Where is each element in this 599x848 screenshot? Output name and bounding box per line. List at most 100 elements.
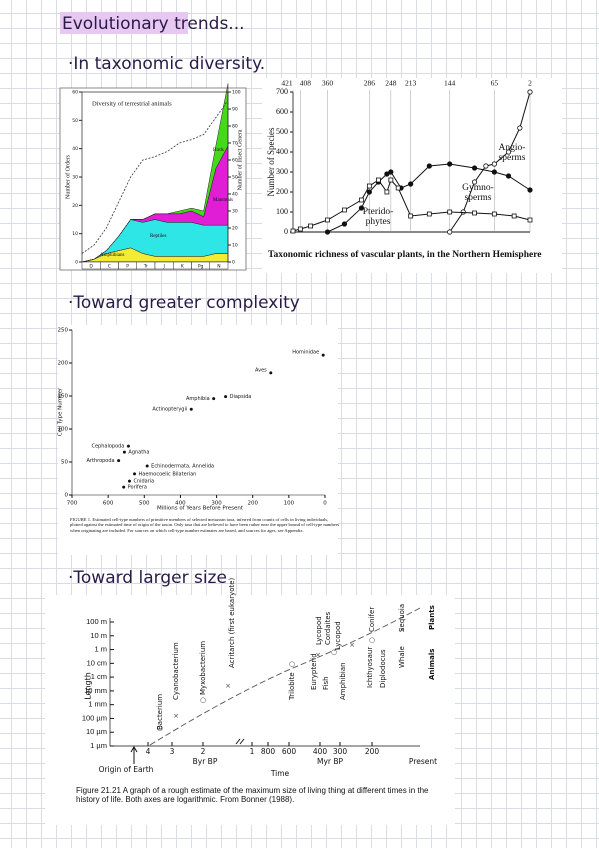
point-label: Actinopterygii [152, 407, 187, 413]
x-tick-label: 144 [444, 79, 456, 88]
y-tick-label: 0 [75, 260, 78, 266]
y-tick-label: 10 [72, 231, 78, 237]
organism-label: Sequoia [398, 604, 406, 632]
x-tick-label: 408 [300, 79, 312, 88]
y-tick-label: 250 [58, 328, 69, 334]
marker [426, 211, 432, 217]
x-tick-label: 400 [313, 747, 328, 756]
data-point [133, 472, 137, 476]
plants-caption: Taxonomic richness of vascular plants, i… [268, 250, 542, 260]
y-tick-label: 200 [58, 361, 69, 367]
marker [388, 169, 394, 175]
y-tick-label: 10 m [90, 631, 107, 640]
y2-tick-label: 10 [232, 243, 238, 249]
organism-label: Diplodocus [379, 649, 387, 688]
marker [359, 197, 364, 203]
y-tick-label: 40 [72, 146, 78, 152]
y-tick-label: 0 [65, 493, 69, 499]
marker [324, 229, 331, 235]
y-axis-label: Cell Type Number [58, 387, 64, 436]
y-tick-label: 10 µm [86, 727, 107, 736]
y2-tick-label: 50 [232, 175, 238, 181]
point-label: Porifera [128, 485, 147, 491]
organism-label: Fish [322, 676, 330, 690]
y-tick-label: 600 [276, 107, 288, 116]
data-point [127, 479, 131, 483]
marker [341, 221, 348, 227]
y-tick-label: 10 mm [84, 686, 107, 695]
point-marker: ○ [157, 724, 163, 732]
section-heading: ·Toward greater complexity [68, 293, 300, 313]
marker [491, 169, 497, 175]
period-label: N [217, 263, 220, 269]
series-label: sperms [465, 193, 492, 203]
origin-arrow [130, 746, 138, 764]
marker [384, 189, 390, 195]
organism-label: Lycopod [315, 616, 323, 645]
marker [471, 165, 478, 171]
y-tick-label: 50 [61, 460, 68, 466]
marker [290, 228, 296, 234]
point-label: Haemocoelic Bilaterian [139, 471, 197, 477]
organism-label: Eurypterid [310, 653, 318, 690]
series-line [292, 179, 531, 232]
insect-line [81, 100, 229, 254]
marker [366, 189, 372, 195]
y-tick-label: 100 [58, 427, 69, 433]
marker [511, 213, 517, 219]
period-label: J [162, 263, 164, 269]
x-axis-label: Time [270, 769, 290, 778]
marker [308, 223, 313, 229]
marker [527, 187, 533, 193]
x-tick-label: 300 [333, 747, 348, 756]
x-tick-label: 65 [491, 79, 499, 88]
y-tick-label: 1 mm [88, 700, 107, 709]
y-axis-label: Number of Orders [64, 154, 71, 199]
marker [505, 149, 512, 155]
section-heading: ·In taxonomic diversity. [68, 54, 265, 74]
x-tick-label: 2 [528, 79, 532, 88]
x-tick-label: 1 [250, 747, 255, 756]
point-marker: × [173, 712, 179, 720]
period-label: C [108, 263, 111, 269]
marker [426, 163, 432, 169]
marker [325, 217, 330, 223]
point-label: Amphibia [186, 396, 210, 402]
period-label: P [126, 263, 129, 269]
point-marker: ○ [200, 696, 206, 704]
marker [471, 179, 478, 185]
y-tick-label: 60 [72, 90, 78, 96]
organism-label: Whale [398, 646, 406, 668]
marker [384, 171, 390, 177]
x-tick-label: 248 [385, 79, 397, 88]
point-marker: × [399, 626, 405, 634]
point-label: Agnatha [128, 450, 149, 456]
marker [366, 183, 372, 189]
group-label: Plants [428, 605, 436, 630]
x-tick-label: 600 [103, 501, 114, 507]
x-tick-label: 800 [261, 747, 276, 756]
y2-tick-label: 30 [232, 209, 238, 215]
y2-tick-label: 40 [232, 192, 238, 198]
axis-note: Myr BP [317, 757, 344, 766]
data-point [321, 353, 325, 357]
trend-curve [149, 607, 421, 746]
organism-label: Myxobacterium [199, 641, 207, 695]
y2-tick-label: 90 [232, 107, 238, 113]
data-point [189, 407, 193, 411]
y-tick-label: 1 m [94, 645, 107, 654]
x-tick-label: 213 [405, 79, 417, 88]
figure-frame [262, 78, 562, 273]
y2-tick-label: 0 [232, 260, 235, 266]
x-tick-label: 100 [284, 501, 295, 507]
y-axis-label: Number of Species [266, 127, 276, 196]
marker [483, 163, 489, 169]
series-line [449, 91, 531, 233]
figure-frame [45, 595, 455, 825]
marker [342, 207, 347, 213]
data-point [269, 371, 273, 375]
highlight [60, 12, 188, 34]
y-tick-label: 400 [276, 147, 288, 156]
marker [408, 213, 414, 219]
